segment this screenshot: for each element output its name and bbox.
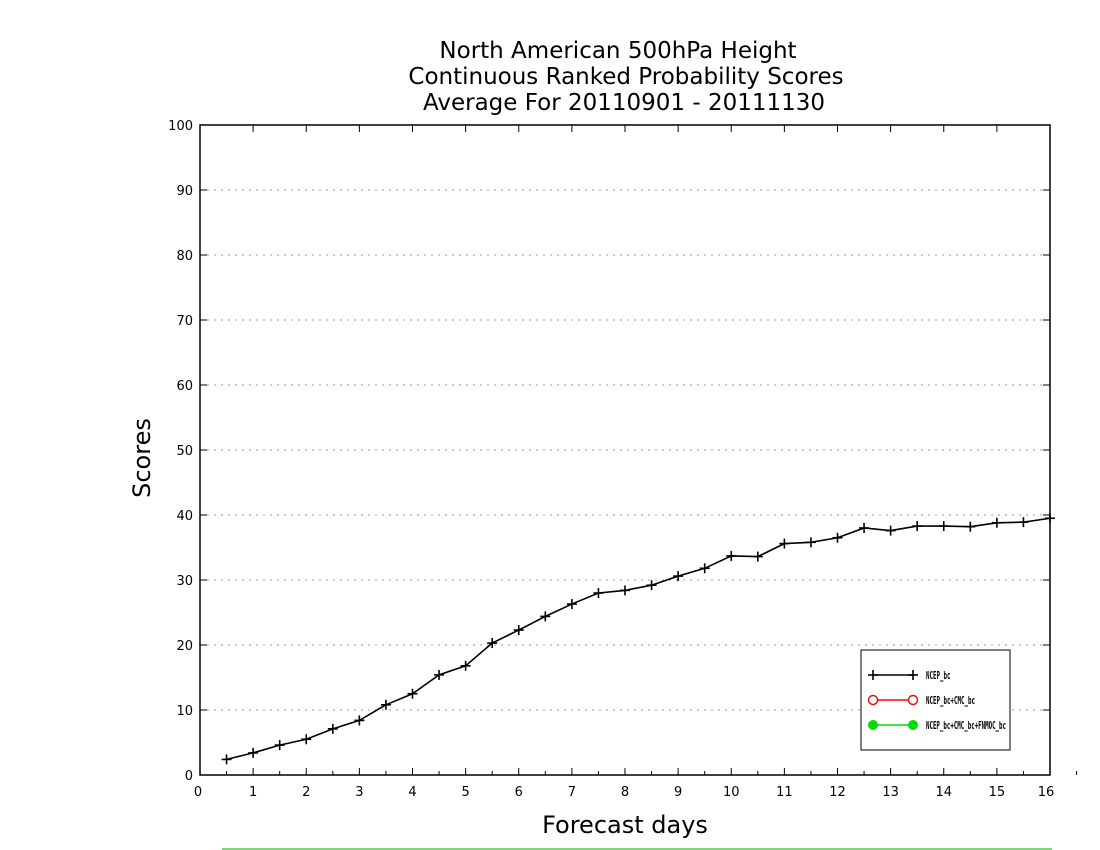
grid (200, 189, 1050, 711)
ytick-label-0: 0 (185, 769, 193, 784)
xtick-label-15: 15 (989, 785, 1006, 800)
x-axis: 0 1 2 3 4 5 6 7 8 9 10 11 12 13 14 15 16 (194, 125, 1078, 800)
xtick-label-13: 13 (882, 785, 899, 800)
xtick-label-9: 9 (674, 785, 682, 800)
title-line-2: Continuous Ranked Probability Scores (408, 64, 843, 90)
data-point-0-8 (434, 669, 445, 680)
xtick-label-0: 0 (194, 785, 202, 800)
data-point-0-24 (859, 523, 870, 533)
data-point-0-31 (1045, 513, 1055, 524)
data-point-0-0 (221, 754, 232, 765)
data-point-0-23 (832, 532, 843, 543)
legend-label-1: NCEP_bc+CMC_bc (926, 694, 975, 707)
legend-circle-icon (867, 694, 879, 706)
ytick-label-70: 70 (176, 314, 193, 329)
ytick-label-50: 50 (176, 444, 193, 459)
chart-title: North American 500hPa Height Continuous … (408, 38, 843, 116)
data-point-0-3 (301, 734, 312, 745)
x-axis-label: Forecast days (542, 811, 708, 839)
data-point-0-10 (487, 638, 498, 649)
xtick-label-1: 1 (249, 785, 257, 800)
title-line-1: North American 500hPa Height (439, 38, 796, 64)
data-point-0-28 (965, 521, 976, 532)
xtick-label-14: 14 (935, 785, 952, 800)
ytick-label-40: 40 (176, 509, 193, 524)
legend-circle-icon (907, 694, 919, 706)
xtick-label-4: 4 (408, 785, 416, 800)
data-point-0-1 (248, 747, 259, 758)
xtick-label-3: 3 (355, 785, 363, 800)
xtick-label-6: 6 (515, 785, 523, 800)
data-point-0-27 (938, 521, 949, 532)
xtick-label-8: 8 (621, 785, 629, 800)
data-point-0-22 (805, 537, 816, 548)
data-point-0-20 (752, 551, 763, 562)
legend-item-1: NCEP_bc+CMC_bc (867, 694, 975, 707)
data-point-0-18 (699, 563, 710, 574)
legend-label-0: NCEP_bc (926, 669, 951, 682)
xtick-label-16: 16 (1038, 785, 1055, 800)
data-point-0-17 (673, 571, 684, 582)
y-axis: 0 10 20 30 40 50 60 70 80 90 100 (168, 119, 1050, 784)
title-line-3: Average For 20110901 - 20111130 (423, 90, 825, 116)
legend-item-0: NCEP_bc (868, 669, 951, 682)
data-point-0-2 (274, 740, 285, 751)
xtick-label-10: 10 (723, 785, 740, 800)
xtick-label-12: 12 (829, 785, 846, 800)
data-point-0-11 (513, 625, 524, 636)
data-point-0-13 (566, 599, 577, 610)
data-point-0-9 (460, 660, 471, 671)
xtick-label-5: 5 (461, 785, 469, 800)
y-axis-label: Scores (128, 418, 156, 498)
data-point-0-12 (540, 611, 551, 622)
ytick-label-90: 90 (176, 184, 193, 199)
ytick-label-20: 20 (176, 639, 193, 654)
ytick-label-60: 60 (176, 379, 193, 394)
ytick-label-80: 80 (176, 249, 193, 264)
data-point-0-16 (646, 580, 657, 591)
legend-label-2: NCEP_bc+CMC_bc+FNMOC_bc (926, 719, 1006, 732)
ytick-label-30: 30 (176, 574, 193, 589)
data-point-0-4 (327, 723, 338, 734)
legend-dot-icon (908, 720, 918, 730)
data-point-0-15 (620, 585, 630, 596)
data-point-0-21 (779, 538, 790, 549)
data-point-0-14 (593, 588, 604, 598)
xtick-label-2: 2 (302, 785, 310, 800)
data-point-0-25 (885, 525, 896, 536)
data-point-0-29 (991, 517, 1002, 528)
data-point-0-5 (354, 715, 365, 726)
data-point-0-19 (726, 550, 737, 561)
legend-item-2: NCEP_bc+CMC_bc+FNMOC_bc (868, 719, 1006, 732)
data-point-0-6 (380, 699, 391, 710)
series-layer (221, 513, 1055, 765)
legend-dot-icon (868, 720, 878, 730)
ytick-label-10: 10 (176, 704, 193, 719)
data-point-0-26 (912, 521, 923, 532)
data-point-0-7 (407, 688, 418, 699)
xtick-label-7: 7 (568, 785, 576, 800)
data-point-0-30 (1018, 517, 1029, 528)
legend: NCEP_bc NCEP_bc+CMC_bc NCEP_bc+CMC_bc+FNMO… (860, 649, 1011, 751)
ytick-label-100: 100 (168, 119, 193, 134)
xtick-label-11: 11 (776, 785, 793, 800)
